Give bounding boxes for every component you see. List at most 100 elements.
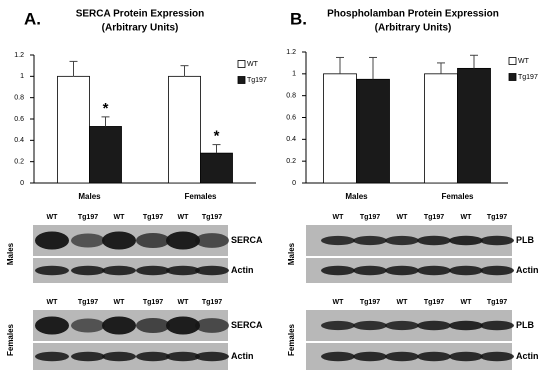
lane-label: WT	[461, 299, 473, 306]
x-tick-label: Females	[441, 192, 474, 201]
blot-band	[102, 265, 136, 276]
blot-band	[102, 231, 136, 250]
y-tick-label: 0.4	[286, 136, 296, 143]
blot-band	[321, 235, 355, 246]
blot-band	[71, 233, 105, 248]
blot-band	[353, 265, 387, 276]
lane-label: WT	[47, 214, 59, 221]
chart-title: Phospholamban Protein Expression	[327, 9, 499, 20]
error-bar	[336, 56, 344, 74]
y-tick-label: 0.2	[286, 158, 296, 165]
lane-label: WT	[114, 299, 126, 306]
blot-band	[385, 265, 419, 276]
blot-band	[136, 232, 170, 249]
lane-label: WT	[114, 214, 126, 221]
blot-band	[480, 351, 514, 362]
legend-label: Tg197	[518, 74, 538, 81]
bar	[200, 152, 233, 184]
band-label: Actin	[231, 351, 254, 361]
legend-label: Tg197	[247, 77, 267, 84]
error-bar	[101, 116, 110, 127]
lane-label: Tg197	[143, 214, 163, 221]
x-tick-label: Females	[184, 192, 217, 201]
blot-band	[480, 235, 514, 246]
blot-band	[449, 320, 483, 331]
y-tick-label: 0.6	[286, 114, 296, 121]
y-tick-label: 0.8	[14, 95, 24, 102]
blot-band	[321, 265, 355, 276]
bar	[323, 73, 357, 184]
group-label: Males	[287, 242, 296, 265]
band-label: SERCA	[231, 320, 263, 330]
blot-band	[480, 265, 514, 276]
blot-band	[136, 351, 170, 362]
blot-band	[102, 351, 136, 362]
blot-band	[195, 318, 229, 333]
blot-band	[353, 235, 387, 246]
blot-band	[417, 351, 451, 362]
lane-label: Tg197	[360, 214, 380, 221]
y-tick-label: 0.2	[14, 159, 24, 166]
group-label: Females	[6, 323, 15, 356]
blot-band	[71, 318, 105, 333]
lane-label: WT	[461, 214, 473, 221]
bar	[356, 78, 390, 184]
bar	[57, 75, 90, 184]
blot-band	[480, 320, 514, 331]
band-label: SERCA	[231, 235, 263, 245]
y-tick-label: 1.2	[14, 52, 24, 59]
band-label: Actin	[516, 351, 539, 361]
blot-band	[136, 317, 170, 334]
error-bar	[470, 54, 478, 69]
error-bar	[369, 56, 377, 80]
blot-band	[449, 235, 483, 246]
chart-subtitle: (Arbitrary Units)	[102, 23, 179, 34]
legend-label: WT	[247, 61, 259, 68]
group-label: Females	[287, 323, 296, 356]
blot-band	[321, 320, 355, 331]
error-bar	[180, 65, 189, 77]
blot-band	[417, 265, 451, 276]
blot-band	[385, 351, 419, 362]
band-label: PLB	[516, 235, 535, 245]
blot-band	[195, 265, 229, 276]
panel-label: B.	[290, 9, 307, 28]
group-label: Males	[6, 242, 15, 265]
lane-label: WT	[47, 299, 59, 306]
y-tick-label: 0	[292, 180, 296, 187]
blot-band	[71, 351, 105, 362]
bar	[457, 67, 491, 184]
blot-band	[166, 231, 200, 250]
legend-swatch	[508, 57, 517, 65]
lane-label: Tg197	[143, 299, 163, 306]
y-tick-label: 1.2	[286, 49, 296, 56]
blot-band	[385, 320, 419, 331]
blot-band	[321, 351, 355, 362]
blot-band	[35, 351, 69, 362]
blot-band	[102, 316, 136, 335]
blot-band	[166, 351, 200, 362]
band-label: Actin	[516, 265, 539, 275]
blot-band	[166, 316, 200, 335]
error-bar	[69, 60, 78, 77]
blot-band	[417, 235, 451, 246]
lane-label: Tg197	[424, 299, 444, 306]
bar	[424, 73, 458, 184]
error-bar	[212, 144, 221, 154]
lane-label: Tg197	[202, 299, 222, 306]
x-tick-label: Males	[78, 192, 101, 201]
blot-band	[195, 351, 229, 362]
blot-band	[166, 265, 200, 276]
panel-label: A.	[24, 9, 41, 28]
x-tick-label: Males	[345, 192, 368, 201]
y-tick-label: 0.4	[14, 137, 24, 144]
lane-label: Tg197	[202, 214, 222, 221]
blot-band	[71, 265, 105, 276]
blot-band	[35, 265, 69, 276]
bar	[89, 126, 122, 184]
blot-band	[353, 351, 387, 362]
y-tick-label: 1	[20, 73, 24, 80]
legend-swatch	[508, 73, 517, 81]
legend-swatch	[237, 60, 246, 68]
